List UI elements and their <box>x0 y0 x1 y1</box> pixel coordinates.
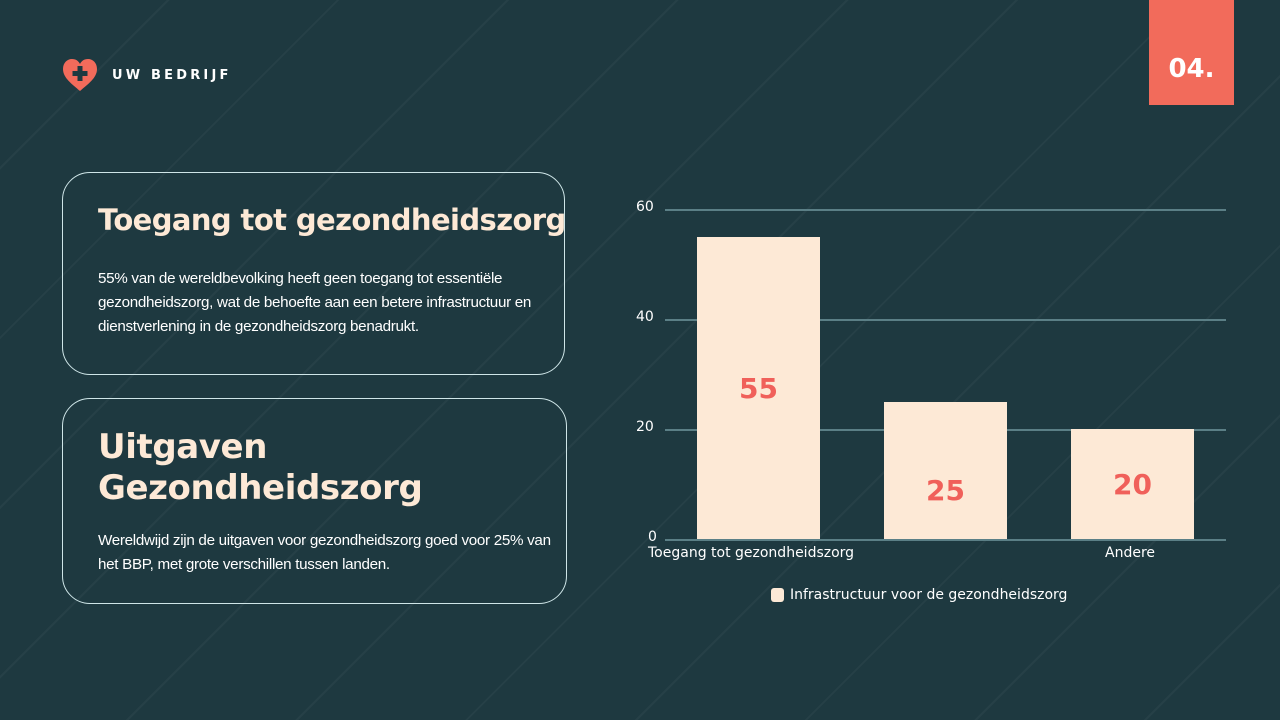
bar: 20 <box>1071 429 1194 539</box>
x-label: Toegang tot gezondheidszorg <box>648 545 855 561</box>
brand: UW BEDRIJF <box>62 58 232 92</box>
chart-legend: Infrastructuur voor de gezondheidszorg <box>771 587 1067 603</box>
y-tick: 20 <box>636 419 654 435</box>
x-axis-line <box>665 539 1226 541</box>
card-body: 55% van de wereldbevolking heeft geen to… <box>98 270 532 335</box>
brand-name: UW BEDRIJF <box>112 67 232 83</box>
page-number-badge: 04. <box>1149 0 1234 105</box>
bar: 55 <box>697 237 820 539</box>
legend-swatch <box>771 588 784 602</box>
y-tick: 40 <box>636 309 654 325</box>
y-tick: 0 <box>648 529 657 545</box>
legend-label: Infrastructuur voor de gezondheidszorg <box>790 587 1068 603</box>
info-card-spending: Uitgaven Gezondheidszorg Wereldwijd zijn… <box>62 398 567 604</box>
bar-value-label: 55 <box>739 371 778 405</box>
bar-chart: 60 40 20 0 55 25 20 Toegang tot gezondhe… <box>620 190 1240 620</box>
bar: 25 <box>884 402 1007 539</box>
y-tick: 60 <box>636 199 654 215</box>
card-title: Toegang tot gezondheidszorg <box>98 203 566 237</box>
heart-plus-icon <box>62 58 98 92</box>
gridline <box>665 319 1226 321</box>
x-label: Andere <box>1105 545 1156 561</box>
info-card-access: Toegang tot gezondheidszorg 55% van de w… <box>62 172 566 375</box>
card-body: Wereldwijd zijn de uitgaven voor gezondh… <box>98 532 551 573</box>
bar-value-label: 20 <box>1113 467 1152 501</box>
bar-value-label: 25 <box>926 474 965 507</box>
gridline <box>665 209 1226 211</box>
card-title: Uitgaven Gezondheidszorg <box>98 427 423 508</box>
page-number: 04. <box>1168 53 1215 84</box>
